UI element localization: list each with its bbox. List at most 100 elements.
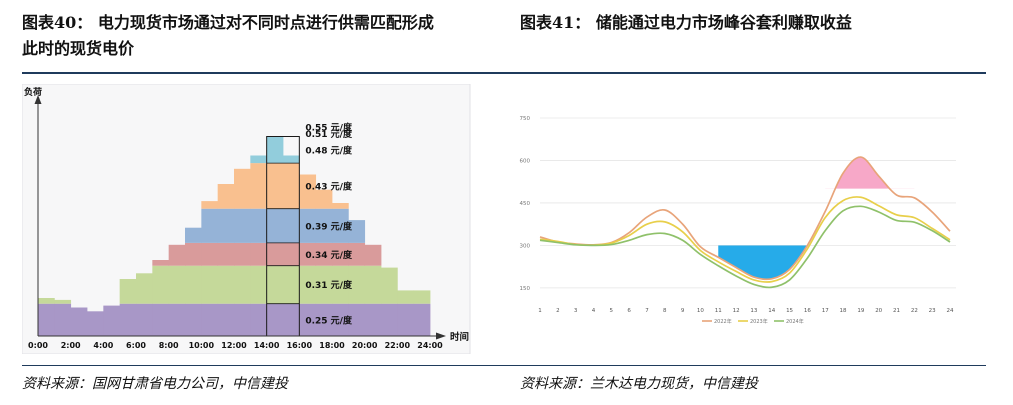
band-segment	[136, 303, 153, 336]
figure-41-title-line1: 储能通过电力市场峰谷套利赚取收益	[595, 13, 852, 32]
price-band-5	[250, 136, 300, 164]
band-segment	[185, 303, 202, 336]
band-segment	[168, 265, 186, 304]
band-segment	[54, 303, 72, 336]
x-tick-label: 15	[786, 308, 793, 314]
band-segment	[413, 303, 431, 336]
price-band-4	[201, 163, 349, 209]
x-tick-label: 9	[681, 308, 685, 314]
figure-41-source: 资料来源：兰木达电力现货，中信建投	[520, 376, 758, 392]
x-tick-label: 17	[822, 308, 829, 314]
band-segment	[185, 242, 202, 266]
band-segment	[217, 265, 235, 304]
x-tick-label: 21	[893, 308, 900, 314]
price-label: 0.34 元/度	[305, 249, 353, 261]
band-segment	[168, 303, 186, 336]
price-band-0	[38, 303, 431, 336]
band-segment	[87, 311, 104, 336]
band-segment	[201, 242, 219, 266]
band-segment	[70, 307, 88, 336]
band-segment	[299, 242, 317, 266]
band-segment	[201, 265, 219, 304]
x-tick-label: 1	[538, 308, 542, 314]
price-label: 0.31 元/度	[305, 279, 353, 291]
band-segment	[299, 174, 317, 209]
band-segment	[397, 303, 415, 336]
y-axis-arrow	[34, 95, 42, 104]
band-segment	[217, 208, 235, 243]
x-axis-arrow	[436, 332, 446, 340]
figure-41-label: 图表41：	[520, 13, 591, 32]
band-segment	[168, 244, 186, 266]
legend-label: 2022年	[714, 318, 732, 325]
price-label: 0.25 元/度	[305, 314, 353, 326]
band-segment	[152, 260, 170, 266]
x-tick-label: 16:00	[287, 341, 313, 350]
band-segment	[381, 267, 398, 304]
x-tick-label: 16	[804, 308, 811, 314]
band-segment	[283, 265, 300, 304]
x-tick-label: 20:00	[352, 341, 378, 350]
x-tick-label: 24	[947, 308, 954, 314]
band-segment	[217, 242, 235, 266]
series-line-2024年	[539, 205, 951, 289]
band-segment	[315, 265, 333, 304]
x-tick-label: 4	[592, 308, 596, 314]
figure-40-source: 资料来源：国网甘肃省电力公司，中信建投	[22, 376, 288, 392]
band-segment	[119, 303, 137, 336]
price-band-3	[185, 208, 366, 243]
band-segment	[234, 303, 251, 336]
band-segment	[266, 163, 284, 209]
band-segment	[234, 168, 251, 209]
x-tick-label: 23	[929, 308, 936, 314]
valley-charge-area	[718, 245, 808, 280]
band-segment	[397, 290, 415, 304]
band-segment	[38, 298, 55, 304]
x-tick-label: 11	[715, 308, 722, 314]
band-segment	[234, 242, 251, 266]
band-segment	[348, 220, 366, 243]
band-segment	[250, 163, 268, 209]
band-segment	[119, 279, 137, 304]
x-tick-label: 13	[750, 308, 757, 314]
series-line-2023年	[539, 196, 951, 283]
y-axis-label: 负荷	[24, 86, 42, 98]
band-segment	[299, 303, 317, 336]
band-segment	[201, 201, 219, 209]
figure-40-title-line1: 电力现货市场通过对不同时点进行供需匹配形成	[97, 13, 434, 32]
band-segment	[185, 227, 202, 243]
y-tick-label: 150	[520, 286, 531, 292]
band-segment	[364, 244, 382, 266]
x-tick-label: 2	[556, 308, 560, 314]
header-rule	[22, 72, 986, 74]
load-price-chart: 0.25 元/度 0.31 元/度 0.34 元/度 0.39 元/度 0.43 元/度…	[22, 84, 471, 354]
band-segment	[250, 208, 268, 243]
y-tick-label: 300	[520, 243, 531, 249]
peak-discharge-area	[825, 157, 915, 189]
band-segment	[332, 265, 349, 304]
x-tick-label: 12	[733, 308, 740, 314]
band-segment	[266, 208, 284, 243]
y-tick-label: 600	[520, 158, 531, 164]
band-segment	[38, 303, 55, 336]
x-tick-label: 3	[574, 308, 578, 314]
band-segment	[250, 265, 268, 304]
band-segment	[315, 189, 333, 209]
price-band-1	[38, 265, 431, 304]
band-segment	[348, 303, 366, 336]
band-segment	[217, 184, 235, 209]
x-tick-label: 6:00	[126, 341, 146, 350]
band-segment	[332, 208, 349, 243]
band-segment	[315, 303, 333, 336]
figure-40-title-line2: 此时的现货电价	[22, 39, 135, 58]
band-segment	[283, 208, 300, 243]
band-segment	[381, 303, 398, 336]
band-segment	[250, 303, 268, 336]
x-tick-label: 7	[645, 308, 649, 314]
x-tick-label: 8:00	[159, 341, 179, 350]
x-tick-label: 2:00	[61, 341, 81, 350]
x-tick-label: 0:00	[28, 341, 48, 350]
band-segment	[201, 208, 219, 243]
x-tick-label: 18:00	[319, 341, 345, 350]
band-segment	[152, 265, 170, 304]
